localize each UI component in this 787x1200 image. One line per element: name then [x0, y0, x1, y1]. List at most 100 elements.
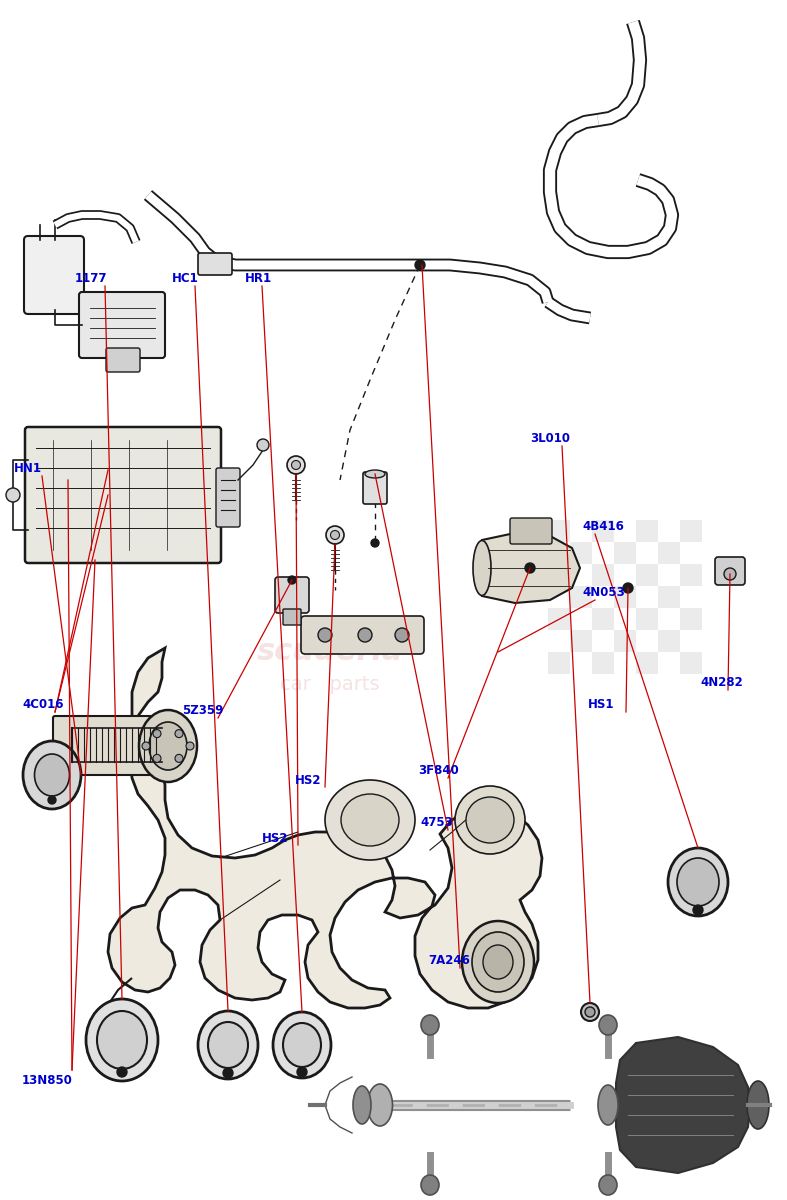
Text: 7A246: 7A246: [428, 954, 470, 966]
FancyBboxPatch shape: [24, 236, 84, 314]
Bar: [570, 542, 592, 564]
Ellipse shape: [483, 946, 513, 979]
Bar: [680, 520, 702, 542]
Ellipse shape: [23, 740, 81, 809]
FancyBboxPatch shape: [301, 616, 424, 654]
Text: 4753: 4753: [420, 816, 453, 828]
FancyBboxPatch shape: [53, 716, 169, 775]
Bar: [636, 520, 658, 542]
Text: 4N053: 4N053: [582, 586, 625, 599]
Ellipse shape: [273, 1012, 331, 1078]
Circle shape: [291, 461, 301, 469]
Ellipse shape: [473, 540, 491, 595]
Circle shape: [585, 1007, 595, 1018]
Text: 4C016: 4C016: [22, 697, 64, 710]
Circle shape: [175, 730, 183, 738]
FancyBboxPatch shape: [79, 292, 165, 358]
Circle shape: [623, 583, 633, 593]
Ellipse shape: [365, 470, 385, 478]
Ellipse shape: [97, 1010, 147, 1069]
Bar: [658, 586, 680, 608]
FancyBboxPatch shape: [275, 577, 309, 613]
Polygon shape: [108, 648, 542, 1008]
Circle shape: [153, 755, 161, 762]
Circle shape: [358, 628, 372, 642]
Polygon shape: [482, 533, 580, 602]
FancyBboxPatch shape: [283, 608, 301, 625]
Bar: [570, 586, 592, 608]
Bar: [680, 564, 702, 586]
Ellipse shape: [368, 1084, 393, 1126]
Circle shape: [153, 730, 161, 738]
Ellipse shape: [325, 780, 415, 860]
Bar: [680, 608, 702, 630]
Circle shape: [297, 1067, 307, 1078]
Circle shape: [186, 742, 194, 750]
Text: 5Z359: 5Z359: [182, 703, 224, 716]
Ellipse shape: [341, 794, 399, 846]
Circle shape: [525, 563, 535, 572]
Text: HR1: HR1: [245, 271, 272, 284]
Bar: [592, 608, 614, 630]
Text: HS2: HS2: [262, 832, 289, 845]
Circle shape: [693, 905, 703, 914]
Ellipse shape: [139, 710, 197, 782]
Bar: [614, 630, 636, 652]
Ellipse shape: [599, 1015, 617, 1034]
Ellipse shape: [668, 848, 728, 916]
Bar: [548, 520, 570, 542]
Circle shape: [117, 1067, 127, 1078]
Ellipse shape: [455, 786, 525, 854]
FancyBboxPatch shape: [216, 468, 240, 527]
Text: 4N282: 4N282: [700, 676, 743, 689]
Bar: [658, 542, 680, 564]
Text: HC1: HC1: [172, 271, 199, 284]
Ellipse shape: [599, 1175, 617, 1195]
Circle shape: [175, 755, 183, 762]
Circle shape: [724, 568, 736, 580]
Bar: [658, 630, 680, 652]
Bar: [548, 608, 570, 630]
FancyBboxPatch shape: [715, 557, 745, 584]
Bar: [680, 652, 702, 674]
Ellipse shape: [149, 722, 187, 770]
Circle shape: [6, 488, 20, 502]
Ellipse shape: [86, 998, 158, 1081]
FancyBboxPatch shape: [106, 348, 140, 372]
Bar: [592, 520, 614, 542]
Ellipse shape: [598, 1085, 618, 1126]
FancyBboxPatch shape: [25, 427, 221, 563]
Circle shape: [115, 1027, 145, 1057]
Text: 1177: 1177: [75, 271, 108, 284]
Ellipse shape: [747, 1081, 769, 1129]
Ellipse shape: [208, 1022, 248, 1068]
Bar: [592, 564, 614, 586]
Text: 3L010: 3L010: [530, 432, 570, 444]
FancyBboxPatch shape: [198, 253, 232, 275]
Circle shape: [326, 526, 344, 544]
Ellipse shape: [472, 932, 524, 992]
Text: 4B416: 4B416: [582, 520, 624, 533]
Ellipse shape: [353, 1086, 371, 1124]
Ellipse shape: [466, 797, 514, 842]
Text: HS1: HS1: [588, 697, 615, 710]
Ellipse shape: [198, 1010, 258, 1079]
Circle shape: [122, 1034, 138, 1050]
Circle shape: [331, 530, 339, 540]
Text: HS2: HS2: [295, 774, 322, 786]
Polygon shape: [616, 1037, 750, 1174]
Circle shape: [318, 628, 332, 642]
Text: HN1: HN1: [14, 462, 42, 474]
Bar: [548, 564, 570, 586]
Circle shape: [415, 260, 425, 270]
Ellipse shape: [677, 858, 719, 906]
Bar: [636, 608, 658, 630]
Text: car   parts: car parts: [280, 674, 380, 694]
Ellipse shape: [421, 1015, 439, 1034]
Text: scuderia: scuderia: [257, 637, 403, 666]
Circle shape: [581, 1003, 599, 1021]
Bar: [570, 630, 592, 652]
Circle shape: [257, 439, 269, 451]
FancyBboxPatch shape: [363, 472, 387, 504]
Bar: [548, 652, 570, 674]
